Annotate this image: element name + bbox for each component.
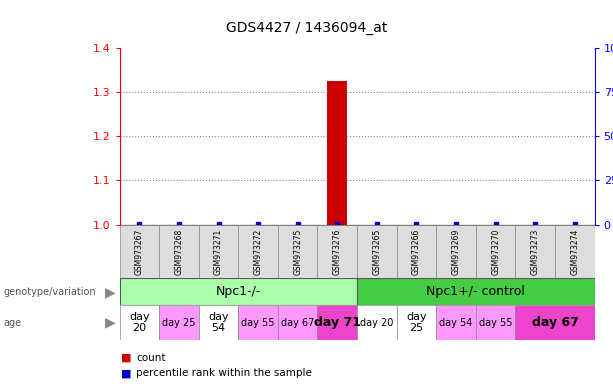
Bar <box>278 225 318 278</box>
Text: GSM973271: GSM973271 <box>214 228 223 275</box>
Text: day 71: day 71 <box>314 316 361 329</box>
Bar <box>238 225 278 278</box>
Text: ■: ■ <box>121 368 132 378</box>
Text: day 54: day 54 <box>440 318 473 328</box>
Bar <box>357 278 595 305</box>
Bar <box>555 225 595 278</box>
Text: count: count <box>136 353 166 363</box>
Text: GSM973272: GSM973272 <box>254 228 262 275</box>
Text: GSM973275: GSM973275 <box>293 228 302 275</box>
Text: ▶: ▶ <box>105 316 115 329</box>
Bar <box>120 305 159 340</box>
Bar <box>318 225 357 278</box>
Bar <box>476 225 516 278</box>
Text: day 55: day 55 <box>242 318 275 328</box>
Bar <box>516 225 555 278</box>
Text: day
54: day 54 <box>208 312 229 333</box>
Text: percentile rank within the sample: percentile rank within the sample <box>136 368 312 378</box>
Text: GDS4427 / 1436094_at: GDS4427 / 1436094_at <box>226 21 387 35</box>
Bar <box>476 305 516 340</box>
Bar <box>120 225 159 278</box>
Text: GSM973267: GSM973267 <box>135 228 144 275</box>
Text: day 25: day 25 <box>162 318 196 328</box>
Text: GSM973276: GSM973276 <box>333 228 342 275</box>
Bar <box>199 225 238 278</box>
Bar <box>199 305 238 340</box>
Bar <box>120 278 357 305</box>
Bar <box>159 305 199 340</box>
Bar <box>436 225 476 278</box>
Bar <box>397 305 436 340</box>
Bar <box>278 305 318 340</box>
Text: day
20: day 20 <box>129 312 150 333</box>
Text: day 67: day 67 <box>281 318 314 328</box>
Bar <box>436 305 476 340</box>
Text: day 20: day 20 <box>360 318 394 328</box>
Text: day
25: day 25 <box>406 312 427 333</box>
Text: day 67: day 67 <box>531 316 579 329</box>
Bar <box>318 305 357 340</box>
Bar <box>357 225 397 278</box>
Bar <box>327 81 347 225</box>
Text: Npc1-/-: Npc1-/- <box>216 285 261 298</box>
Text: GSM973270: GSM973270 <box>491 228 500 275</box>
Text: day 55: day 55 <box>479 318 512 328</box>
Text: Npc1+/- control: Npc1+/- control <box>427 285 525 298</box>
Text: genotype/variation: genotype/variation <box>3 287 96 297</box>
Bar <box>357 305 397 340</box>
Text: GSM973265: GSM973265 <box>372 228 381 275</box>
Bar <box>159 225 199 278</box>
Bar <box>397 225 436 278</box>
Text: age: age <box>3 318 21 328</box>
Text: GSM973268: GSM973268 <box>175 228 183 275</box>
Text: GSM973269: GSM973269 <box>452 228 460 275</box>
Text: GSM973274: GSM973274 <box>570 228 579 275</box>
Bar <box>238 305 278 340</box>
Bar <box>516 305 595 340</box>
Text: GSM973266: GSM973266 <box>412 228 421 275</box>
Text: ■: ■ <box>121 353 132 363</box>
Text: GSM973273: GSM973273 <box>531 228 539 275</box>
Text: ▶: ▶ <box>105 285 115 299</box>
